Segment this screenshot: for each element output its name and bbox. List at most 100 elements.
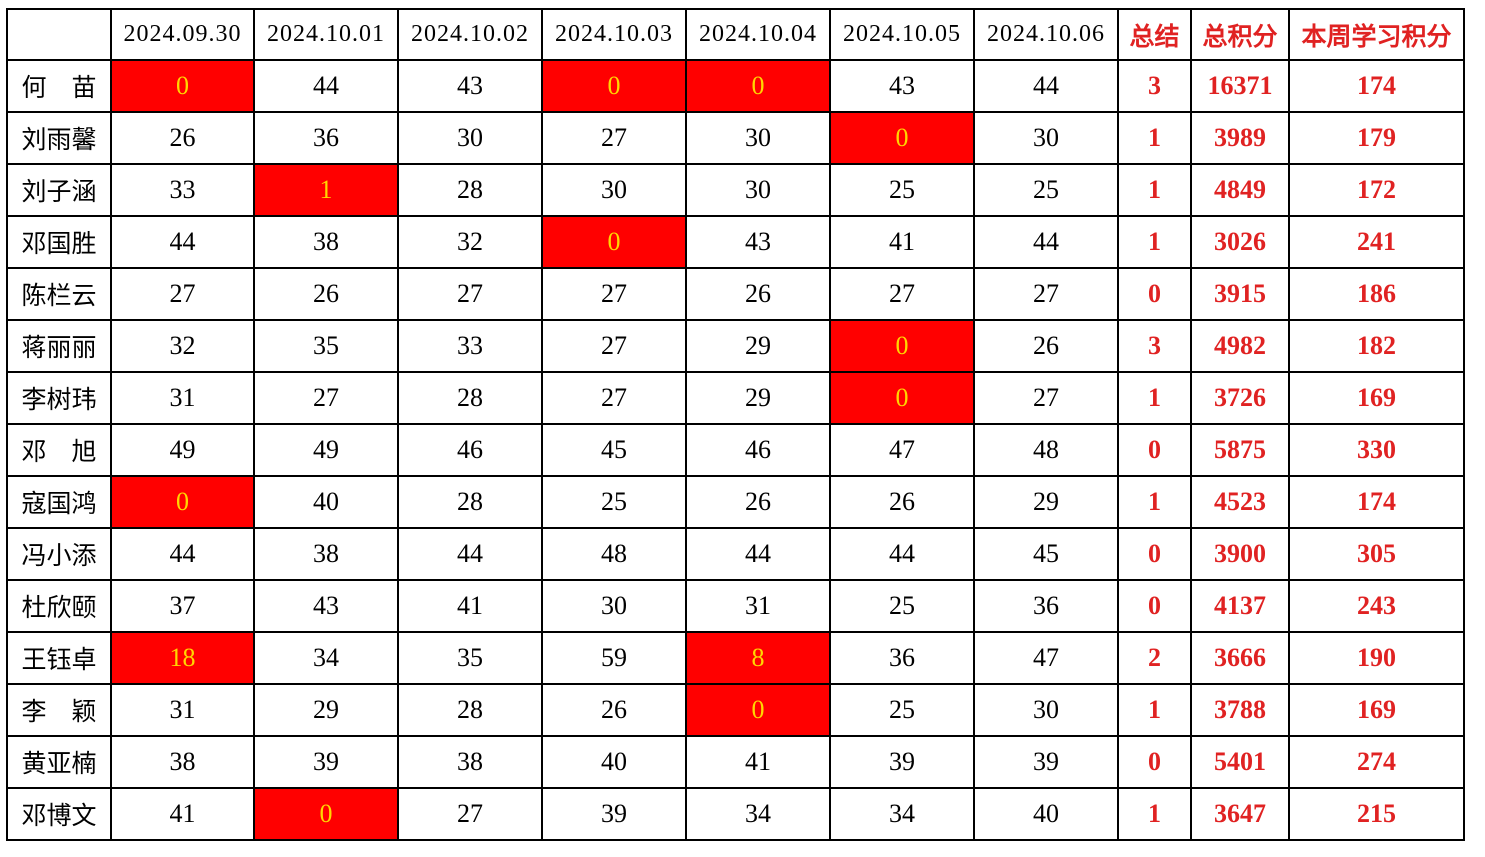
weekly-study-points: 186 [1288, 267, 1465, 321]
daily-score: 32 [110, 319, 255, 373]
weekly-study-points: 215 [1288, 787, 1465, 841]
daily-score: 49 [110, 423, 255, 477]
daily-score: 34 [829, 787, 975, 841]
header-row: 2024.09.30 2024.10.01 2024.10.02 2024.10… [6, 8, 1465, 61]
daily-score: 27 [541, 111, 687, 165]
daily-score: 44 [685, 527, 831, 581]
daily-score: 35 [397, 631, 543, 685]
col-header-total-points: 总积分 [1190, 8, 1290, 61]
col-header-weekly-study-points: 本周学习积分 [1288, 8, 1465, 61]
daily-score: 33 [110, 163, 255, 217]
summary-count: 1 [1117, 787, 1192, 841]
daily-score: 44 [253, 59, 399, 113]
daily-score: 38 [253, 215, 399, 269]
daily-score: 25 [829, 579, 975, 633]
daily-score: 59 [541, 631, 687, 685]
student-row: 邓 旭 49 49 46 45 46 47 48 0 5875 330 [6, 423, 1465, 477]
student-row: 刘雨馨 26 36 30 27 30 0 30 1 3989 179 [6, 111, 1465, 165]
daily-score: 47 [973, 631, 1119, 685]
daily-score: 27 [397, 787, 543, 841]
weekly-study-points: 172 [1288, 163, 1465, 217]
total-points: 3915 [1190, 267, 1290, 321]
weekly-study-points: 182 [1288, 319, 1465, 373]
daily-score: 49 [253, 423, 399, 477]
daily-score: 41 [829, 215, 975, 269]
daily-score: 27 [973, 267, 1119, 321]
daily-score: 39 [973, 735, 1119, 789]
daily-score: 26 [541, 683, 687, 737]
summary-count: 2 [1117, 631, 1192, 685]
daily-score: 43 [397, 59, 543, 113]
daily-score: 27 [829, 267, 975, 321]
summary-count: 0 [1117, 527, 1192, 581]
weekly-study-points: 174 [1288, 475, 1465, 529]
col-header-date-3: 2024.10.02 [397, 8, 543, 61]
daily-score: 27 [541, 267, 687, 321]
daily-score: 43 [829, 59, 975, 113]
daily-score: 27 [973, 371, 1119, 425]
daily-score: 30 [973, 683, 1119, 737]
student-name: 蒋丽丽 [6, 319, 112, 373]
weekly-study-points: 330 [1288, 423, 1465, 477]
col-header-summary: 总结 [1117, 8, 1192, 61]
daily-score: 36 [829, 631, 975, 685]
weekly-score-table: 2024.09.30 2024.10.01 2024.10.02 2024.10… [6, 8, 1465, 841]
daily-score-highlighted: 0 [541, 59, 687, 113]
daily-score: 27 [541, 371, 687, 425]
student-name: 何 苗 [6, 59, 112, 113]
daily-score-highlighted: 0 [829, 371, 975, 425]
summary-count: 0 [1117, 267, 1192, 321]
daily-score: 43 [253, 579, 399, 633]
daily-score: 30 [685, 163, 831, 217]
daily-score: 30 [541, 579, 687, 633]
student-row: 李 颖 31 29 28 26 0 25 30 1 3788 169 [6, 683, 1465, 737]
total-points: 16371 [1190, 59, 1290, 113]
summary-count: 0 [1117, 735, 1192, 789]
summary-count: 1 [1117, 111, 1192, 165]
student-row: 陈栏云 27 26 27 27 26 27 27 0 3915 186 [6, 267, 1465, 321]
student-row: 杜欣颐 37 43 41 30 31 25 36 0 4137 243 [6, 579, 1465, 633]
weekly-study-points: 179 [1288, 111, 1465, 165]
total-points: 3788 [1190, 683, 1290, 737]
student-name: 邓 旭 [6, 423, 112, 477]
daily-score: 48 [541, 527, 687, 581]
summary-count: 1 [1117, 163, 1192, 217]
daily-score-highlighted: 0 [829, 111, 975, 165]
daily-score-highlighted: 18 [110, 631, 255, 685]
daily-score: 28 [397, 163, 543, 217]
student-name: 冯小添 [6, 527, 112, 581]
student-row: 邓国胜 44 38 32 0 43 41 44 1 3026 241 [6, 215, 1465, 269]
student-row: 邓博文 41 0 27 39 34 34 40 1 3647 215 [6, 787, 1465, 841]
daily-score: 44 [829, 527, 975, 581]
student-row: 冯小添 44 38 44 48 44 44 45 0 3900 305 [6, 527, 1465, 581]
daily-score: 31 [110, 371, 255, 425]
daily-score: 26 [110, 111, 255, 165]
daily-score: 38 [110, 735, 255, 789]
student-row: 李树玮 31 27 28 27 29 0 27 1 3726 169 [6, 371, 1465, 425]
student-row: 刘子涵 33 1 28 30 30 25 25 1 4849 172 [6, 163, 1465, 217]
summary-count: 0 [1117, 423, 1192, 477]
daily-score: 29 [973, 475, 1119, 529]
weekly-study-points: 169 [1288, 683, 1465, 737]
daily-score: 25 [973, 163, 1119, 217]
daily-score-highlighted: 8 [685, 631, 831, 685]
total-points: 4982 [1190, 319, 1290, 373]
daily-score: 34 [253, 631, 399, 685]
daily-score: 26 [685, 267, 831, 321]
daily-score: 25 [829, 683, 975, 737]
total-points: 3989 [1190, 111, 1290, 165]
daily-score: 44 [397, 527, 543, 581]
daily-score: 39 [541, 787, 687, 841]
student-name: 李树玮 [6, 371, 112, 425]
daily-score: 25 [541, 475, 687, 529]
student-name: 李 颖 [6, 683, 112, 737]
student-row: 黄亚楠 38 39 38 40 41 39 39 0 5401 274 [6, 735, 1465, 789]
daily-score: 37 [110, 579, 255, 633]
daily-score: 40 [253, 475, 399, 529]
student-name: 寇国鸿 [6, 475, 112, 529]
total-points: 4523 [1190, 475, 1290, 529]
summary-count: 1 [1117, 475, 1192, 529]
daily-score: 30 [685, 111, 831, 165]
total-points: 3726 [1190, 371, 1290, 425]
daily-score: 39 [829, 735, 975, 789]
